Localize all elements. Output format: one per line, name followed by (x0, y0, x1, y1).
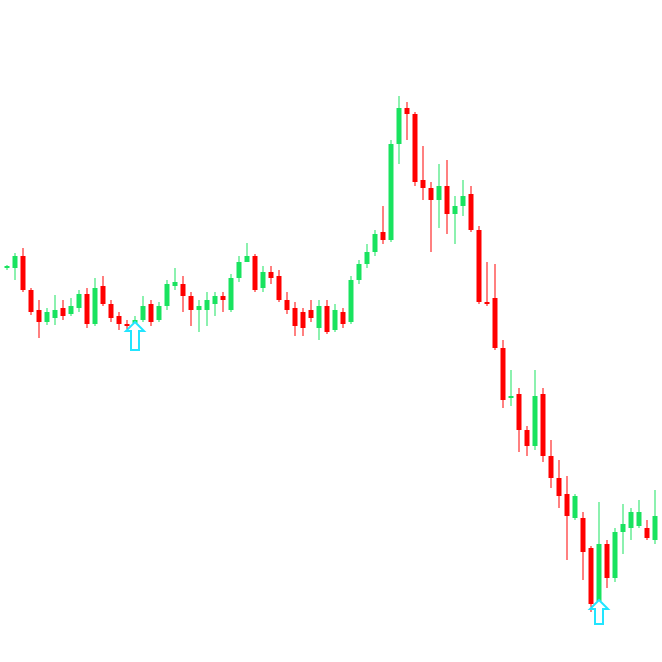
signal-arrow (587, 598, 611, 625)
signal-arrow (123, 320, 147, 351)
